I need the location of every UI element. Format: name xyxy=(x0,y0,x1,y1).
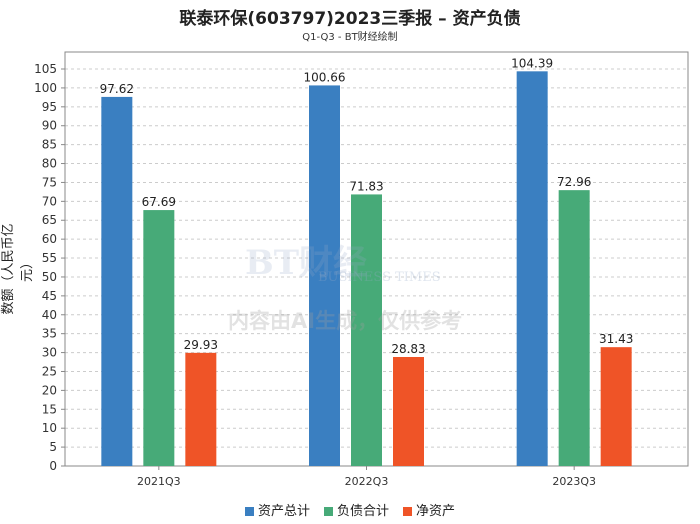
bar-1 xyxy=(351,194,382,466)
data-label: 100.66 xyxy=(304,70,346,84)
y-tick-label: 10 xyxy=(42,421,57,435)
chart-subtitle: Q1-Q3 - BT财经绘制 xyxy=(302,32,398,43)
y-tick-label: 70 xyxy=(42,194,57,208)
y-tick-label: 40 xyxy=(42,308,57,322)
y-tick-label: 20 xyxy=(42,383,57,397)
bar-2 xyxy=(393,356,424,466)
y-tick-label: 25 xyxy=(42,364,57,378)
legend-item[interactable]: 净资产 xyxy=(403,500,455,519)
legend-swatch xyxy=(244,507,254,516)
chart-title: 联泰环保(603797)2023三季报 – 资产负债 xyxy=(179,9,521,29)
data-label: 104.39 xyxy=(511,56,553,70)
legend-label: 负债合计 xyxy=(336,504,389,519)
y-tick-label: 15 xyxy=(42,402,57,416)
y-tick-label: 45 xyxy=(42,289,57,303)
x-tick-label: 2021Q3 xyxy=(137,475,181,488)
data-label: 29.93 xyxy=(184,338,218,352)
x-tick-label: 2022Q3 xyxy=(345,475,389,488)
legend-label: 资产总计 xyxy=(257,504,310,519)
bar-1 xyxy=(143,210,175,466)
y-tick-label: 105 xyxy=(34,62,57,76)
y-tick-label: 35 xyxy=(42,327,57,341)
bar-0 xyxy=(101,96,133,466)
y-tick-label: 95 xyxy=(42,100,57,114)
y-tick-label: 5 xyxy=(49,440,57,454)
bar-2 xyxy=(185,352,217,466)
y-tick-label: 30 xyxy=(42,346,57,360)
legend-item[interactable]: 资产总计 xyxy=(244,500,310,519)
data-label: 28.83 xyxy=(391,342,425,356)
y-tick-label: 0 xyxy=(49,459,57,473)
y-tick-label: 50 xyxy=(42,270,57,284)
y-tick-label: 65 xyxy=(42,213,57,227)
legend-swatch xyxy=(323,507,333,516)
legend: 资产总计 负债合计 净资产 xyxy=(0,500,700,519)
bar-0 xyxy=(309,85,340,467)
data-label: 67.69 xyxy=(142,195,176,209)
bar-1 xyxy=(558,190,590,466)
bar-0 xyxy=(516,71,548,466)
y-tick-label: 80 xyxy=(42,157,57,171)
y-tick-label: 100 xyxy=(34,81,57,95)
y-tick-label: 60 xyxy=(42,232,57,246)
watermark-brand-en: BUSINESS TIMES xyxy=(318,270,441,285)
y-tick-label: 90 xyxy=(42,119,57,133)
bar-2 xyxy=(600,347,632,466)
y-tick-label: 85 xyxy=(42,138,57,152)
legend-item[interactable]: 负债合计 xyxy=(323,500,389,519)
legend-label: 净资产 xyxy=(416,504,456,519)
x-tick-label: 2023Q3 xyxy=(552,475,596,488)
data-label: 71.83 xyxy=(349,179,383,193)
data-label: 31.43 xyxy=(599,332,633,346)
data-label: 97.62 xyxy=(100,82,134,96)
watermark-brand: BT财经 xyxy=(245,243,368,283)
y-tick-label: 55 xyxy=(42,251,57,265)
watermark-notice: 内容由AI生成，仅供参考 xyxy=(228,309,463,333)
y-tick-label: 75 xyxy=(42,175,57,189)
legend-swatch xyxy=(403,507,412,516)
data-label: 72.96 xyxy=(557,175,591,189)
